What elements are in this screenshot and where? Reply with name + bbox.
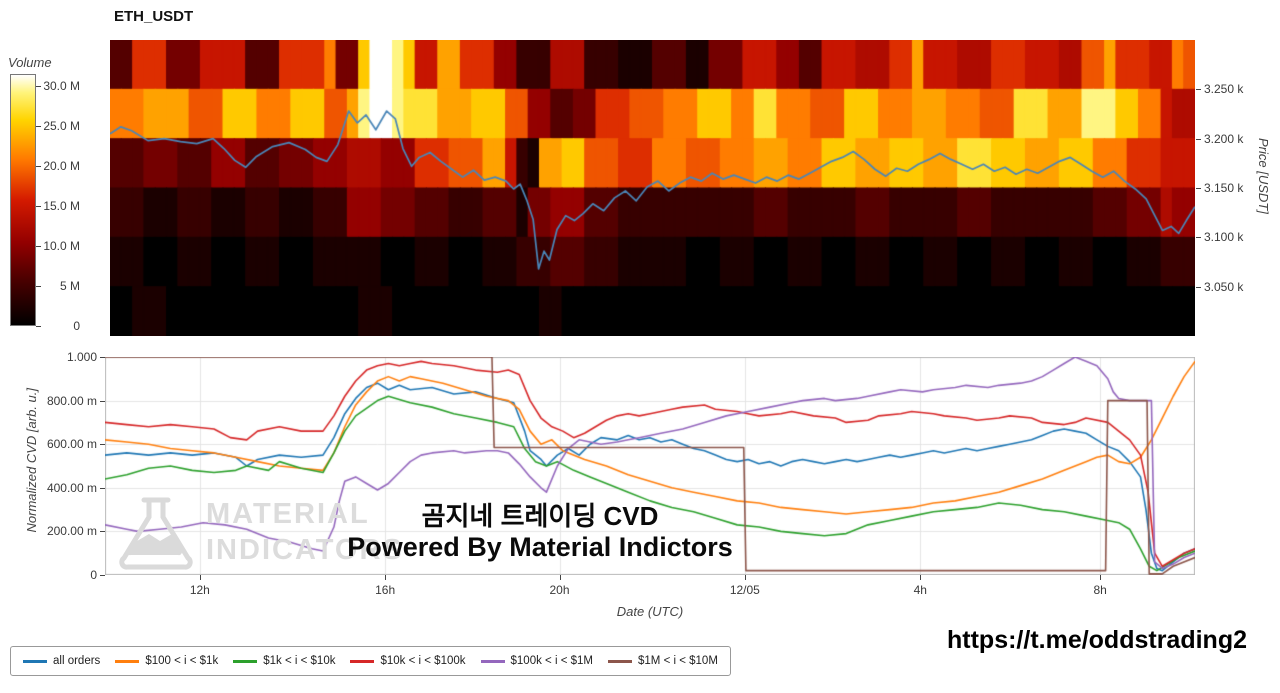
flask-icon	[119, 497, 193, 570]
cvd-x-tick-label: 12h	[189, 583, 210, 597]
cvd-x-tickmark	[1100, 575, 1102, 580]
cvd-y-tickmark	[100, 400, 105, 402]
legend-line-swatch	[608, 659, 632, 663]
cvd-y-tickmark	[100, 487, 105, 489]
telegram-link-text: https://t.me/oddstrading2	[947, 626, 1247, 654]
colorbar-tickmark	[36, 86, 41, 87]
colorbar-tickmark	[36, 206, 41, 207]
cvd-y-tick-label: 1.000	[66, 350, 97, 364]
cvd-y-tick-label: 800.00 m	[46, 393, 97, 408]
colorbar-tick-label: 10.0 M	[43, 239, 80, 253]
colorbar-tickmark	[36, 326, 41, 327]
cvd-x-axis-label: Date (UTC)	[616, 604, 684, 619]
legend-item: $100k < i < $1M	[480, 655, 593, 667]
legend-line-swatch	[480, 659, 505, 663]
series-legend: all orders $100 < i < $1k $1k < i < $10k $1…	[10, 646, 731, 676]
cvd-y-tickmark	[100, 531, 105, 533]
legend-line-swatch	[115, 659, 140, 663]
cvd-x-tickmark	[385, 575, 387, 580]
legend-label: all orders	[53, 655, 101, 667]
cvd-y-tickmark	[100, 575, 105, 576]
legend-line-swatch	[233, 659, 258, 663]
price-axis-label: Price [USDT]	[1256, 138, 1271, 214]
cvd-y-tick-label: 0	[90, 568, 97, 582]
page-title: ETH_USDT	[114, 8, 194, 25]
cvd-x-tick-label: 8h	[1093, 583, 1107, 597]
legend-label: $1M < i < $10M	[638, 655, 718, 667]
cvd-y-tickmark	[100, 357, 105, 358]
price-tick-label: 3.150 k	[1204, 181, 1244, 195]
legend-label: $1k < i < $10k	[263, 655, 336, 667]
colorbar-tick-label: 15.0 M	[43, 199, 80, 213]
cvd-x-tick-label: 20h	[549, 583, 570, 597]
cvd-line-chart-canvas	[105, 357, 1195, 575]
cvd-x-tickmark	[199, 575, 201, 580]
watermark-powered-by: Powered By Material Indictors	[347, 532, 733, 562]
cvd-x-tick-label: 16h	[375, 583, 396, 597]
legend-item: all orders	[23, 655, 100, 667]
colorbar-title: Volume	[8, 55, 52, 70]
watermark-korean-title: 곰지네 트레이딩 CVD	[421, 501, 659, 531]
volume-heatmap-canvas	[110, 40, 1195, 336]
price-tickmark	[1196, 286, 1201, 288]
colorbar-tick-label: 25.0 M	[43, 119, 80, 133]
price-tickmark	[1196, 188, 1201, 189]
legend-label: $100 < i < $1k	[145, 655, 219, 667]
colorbar-tickmark	[36, 246, 41, 247]
price-tick-label: 3.200 k	[1204, 131, 1244, 146]
colorbar-tickmark	[36, 126, 41, 127]
colorbar-tick-label: 20.0 M	[43, 159, 80, 173]
colorbar-tickmark	[36, 166, 41, 167]
legend-line-swatch	[350, 659, 375, 663]
legend-item: $100 < i < $1k	[115, 655, 218, 667]
cvd-y-tick-label: 600.00 m	[46, 437, 97, 452]
watermark-material: MATERIAL	[206, 498, 370, 530]
cvd-y-tickmark	[100, 444, 105, 446]
cvd-y-axis-label: Normalized CVD [arb. u.]	[24, 388, 39, 533]
price-tickmark	[1196, 138, 1201, 140]
colorbar-tick-label: 30.0 M	[43, 79, 80, 93]
cvd-x-tick-label: 12/05	[729, 583, 760, 597]
cvd-x-tickmark	[744, 575, 746, 580]
colorbar-tickmark	[36, 286, 41, 287]
legend-label: $10k < i < $100k	[380, 655, 466, 667]
cvd-x-tickmark	[920, 575, 922, 580]
price-tick-label: 3.250 k	[1204, 82, 1244, 97]
colorbar-tick-label: 5 M	[59, 279, 80, 293]
colorbar-tick-label: 0	[73, 319, 80, 333]
price-tickmark	[1196, 237, 1201, 239]
legend-item: $1M < i < $10M	[608, 655, 718, 667]
price-tick-label: 3.100 k	[1204, 230, 1244, 245]
legend-item: $1k < i < $10k	[233, 655, 335, 667]
price-tick-label: 3.050 k	[1204, 279, 1244, 294]
legend-line-swatch	[23, 659, 47, 663]
volume-colorbar	[10, 74, 36, 326]
legend-item: $10k < i < $100k	[350, 655, 466, 667]
price-tickmark	[1196, 89, 1201, 91]
cvd-y-tick-label: 400.00 m	[46, 480, 97, 495]
cvd-x-tickmark	[559, 575, 561, 580]
watermark-indicators: INDICATORS	[206, 534, 404, 566]
cvd-x-tick-label: 4h	[913, 583, 927, 597]
cvd-y-tick-label: 200.00 m	[46, 524, 97, 539]
legend-label: $100k < i < $1M	[510, 655, 593, 667]
